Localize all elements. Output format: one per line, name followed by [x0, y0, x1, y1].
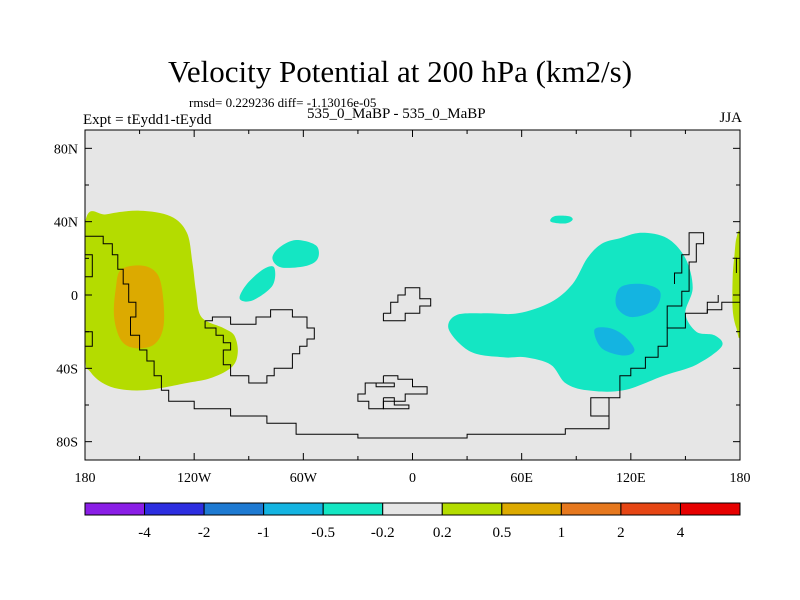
y-tick-label: 80N	[54, 142, 78, 157]
colorbar-label: 0.2	[433, 525, 452, 541]
colorbar-label: -0.2	[371, 525, 395, 541]
x-tick-label: 180	[730, 471, 751, 486]
coastline-segment	[706, 295, 719, 314]
colorbar-label: 1	[558, 525, 566, 541]
contour-region-negative-core-indian-ocean	[615, 283, 661, 318]
colorbar-label: -0.5	[311, 525, 335, 541]
coastline-segment	[375, 382, 395, 388]
coastline-segment	[666, 232, 705, 328]
colorbar-swatch	[203, 502, 265, 516]
colorbar-swatch	[144, 502, 205, 516]
coastline-layer	[85, 232, 740, 439]
colorbar-label: 2	[617, 525, 625, 541]
chart-title: Velocity Potential at 200 hPa (km2/s)	[167, 54, 633, 89]
colorbar-swatch	[620, 502, 681, 516]
colorbar-label: -2	[198, 525, 211, 541]
colorbar-swatch	[441, 502, 503, 516]
colorbar-swatch	[263, 502, 324, 516]
contour-region-negative-core-south	[594, 327, 635, 356]
colorbar-swatch	[560, 502, 622, 516]
coastline-segment	[590, 397, 609, 417]
x-tick-label: 120W	[177, 471, 212, 486]
colorbar: -4 -2 -1 -0.5 -0.2 0.2 0.5 1 2 4	[84, 502, 741, 541]
x-tick-label: 180	[75, 471, 96, 486]
colorbar-swatch	[322, 502, 384, 516]
colorbar-label: -4	[138, 525, 151, 541]
rmsd-diff-label: rmsd= 0.229236 diff= -1.13016e-05	[189, 95, 377, 110]
y-tick-label: 40S	[56, 362, 78, 377]
contour-region-negative-mid-pacific-south	[239, 266, 276, 302]
x-tick-label: 60W	[290, 471, 318, 486]
y-axis: 80N 40N 0 40S 80S	[54, 142, 740, 451]
coastline-segment	[204, 309, 315, 384]
y-tick-label: 40N	[54, 216, 78, 231]
contour-region-negative-mid-pacific-north	[272, 239, 319, 268]
coastline-segment	[382, 397, 410, 410]
season-label: JJA	[719, 110, 742, 126]
contour-region-negative-asia-indian-ocean	[448, 232, 723, 392]
experiment-label: Expt = tEydd1-tEydd	[83, 112, 212, 128]
contour-fill-layer	[85, 210, 740, 392]
y-tick-label: 0	[71, 289, 78, 304]
x-tick-label: 120E	[616, 471, 646, 486]
colorbar-label: 4	[677, 525, 685, 541]
x-axis: 180 120W 60W 0 60E 120E 180	[75, 130, 751, 486]
colorbar-swatch	[84, 502, 146, 516]
coastline-segment	[382, 287, 432, 322]
coastline-segment	[85, 254, 93, 278]
colorbar-swatch	[382, 502, 443, 516]
x-tick-label: 0	[409, 471, 416, 486]
contour-region-negative-central-asia	[550, 215, 573, 224]
case-label: 535_0_MaBP - 535_0_MaBP	[307, 106, 486, 122]
y-tick-label: 80S	[56, 436, 78, 451]
contour-region-positive-core-west-pacific	[113, 265, 165, 349]
contour-region-positive-date-line-east	[732, 230, 740, 339]
colorbar-swatch	[501, 502, 562, 516]
coastline-segment	[85, 235, 740, 439]
colorbar-label: -1	[257, 525, 270, 541]
x-tick-label: 60E	[510, 471, 533, 486]
colorbar-label: 0.5	[492, 525, 511, 541]
colorbar-swatch	[679, 502, 741, 516]
